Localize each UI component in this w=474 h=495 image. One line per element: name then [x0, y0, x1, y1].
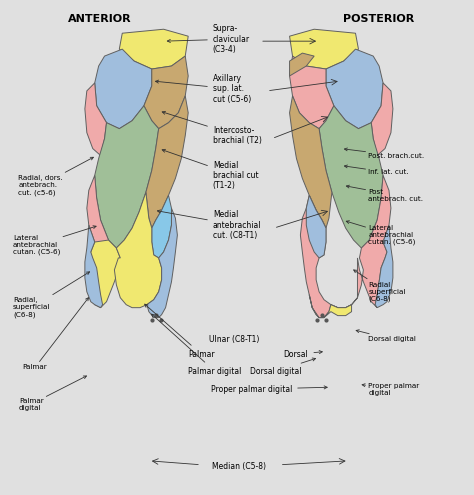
Text: Radial, dors.
antebrach.
cut. (c5-6): Radial, dors. antebrach. cut. (c5-6) [18, 157, 93, 196]
Text: Median (C5-8): Median (C5-8) [212, 462, 266, 471]
Text: ANTERIOR: ANTERIOR [68, 14, 131, 24]
Polygon shape [114, 193, 162, 308]
Text: Palmar: Palmar [23, 297, 89, 370]
Text: Post. brach.cut.: Post. brach.cut. [345, 148, 424, 158]
Text: Radial,
superficial
(C6-8): Radial, superficial (C6-8) [13, 272, 90, 318]
Polygon shape [144, 56, 188, 129]
Text: Lateral
antebrachial
cutan. (C5-6): Lateral antebrachial cutan. (C5-6) [13, 226, 96, 255]
Polygon shape [119, 29, 188, 69]
Text: Dorsal digital: Dorsal digital [356, 330, 416, 343]
Text: Palmar
digital: Palmar digital [19, 376, 86, 411]
Polygon shape [309, 295, 352, 318]
Polygon shape [319, 106, 383, 248]
Polygon shape [371, 83, 393, 155]
Text: Inf. lat. cut.: Inf. lat. cut. [345, 165, 409, 175]
Polygon shape [301, 175, 391, 318]
Text: Dorsal digital: Dorsal digital [250, 358, 316, 376]
Polygon shape [326, 49, 383, 129]
Text: Dorsal: Dorsal [283, 350, 322, 359]
Polygon shape [87, 240, 120, 308]
Polygon shape [306, 196, 326, 258]
Text: Medial
antebrachial
cut. (C8-T1): Medial antebrachial cut. (C8-T1) [157, 210, 261, 240]
Text: Palmar digital: Palmar digital [152, 314, 242, 376]
Text: Radial
superficial
(C6-8): Radial superficial (C6-8) [354, 270, 406, 302]
Text: Supra-
clavicular
(C3-4): Supra- clavicular (C3-4) [167, 24, 250, 54]
Text: Medial
brachial cut
(T1-2): Medial brachial cut (T1-2) [162, 149, 258, 190]
Polygon shape [290, 56, 334, 129]
Polygon shape [152, 196, 172, 258]
Text: Ulnar (C8-T1): Ulnar (C8-T1) [209, 335, 260, 344]
Text: POSTERIOR: POSTERIOR [343, 14, 414, 24]
Text: Post
antebrach. cut.: Post antebrach. cut. [346, 185, 423, 202]
Polygon shape [85, 83, 107, 155]
Polygon shape [146, 96, 188, 228]
Polygon shape [95, 106, 159, 248]
Text: Proper palmar
digital: Proper palmar digital [362, 383, 419, 396]
Text: Proper palmar digital: Proper palmar digital [211, 385, 327, 394]
Polygon shape [290, 29, 358, 69]
Text: Intercosto-
brachial (T2): Intercosto- brachial (T2) [162, 111, 262, 146]
Text: Lateral
antebrachial
cutan. (C5-6): Lateral antebrachial cutan. (C5-6) [346, 221, 416, 246]
Polygon shape [87, 175, 112, 258]
Polygon shape [85, 225, 102, 308]
Polygon shape [95, 49, 152, 129]
Text: Palmar: Palmar [145, 304, 215, 359]
Polygon shape [375, 225, 393, 308]
Polygon shape [290, 53, 314, 76]
Polygon shape [147, 208, 177, 318]
Polygon shape [290, 96, 332, 228]
Text: Axillary
sup. lat.
cut (C5-6): Axillary sup. lat. cut (C5-6) [155, 74, 251, 104]
